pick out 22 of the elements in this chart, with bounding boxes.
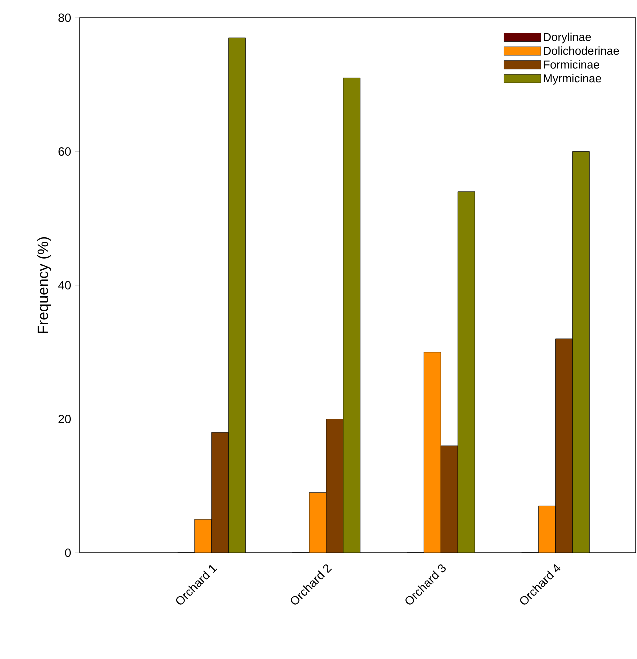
- bar: [440, 446, 458, 553]
- legend-label: Myrmicinae: [544, 74, 602, 85]
- bar: [326, 419, 344, 553]
- bar: [458, 192, 476, 553]
- legend-label: Dolichoderinae: [544, 46, 620, 56]
- legend-label: Formicinae: [544, 60, 600, 69]
- bar: [309, 492, 327, 553]
- bar: [343, 78, 361, 553]
- y-axis-title: Frequency (%): [37, 237, 52, 334]
- bar: [556, 338, 573, 553]
- y-tick-label: 80: [58, 14, 72, 22]
- bar: [194, 519, 212, 553]
- bar: [572, 152, 590, 553]
- bar: [424, 352, 442, 553]
- y-tick-label: 40: [58, 281, 72, 290]
- bar: [212, 432, 230, 553]
- y-tick-label: 20: [58, 415, 72, 424]
- bar: [538, 506, 556, 553]
- legend-label: Dorylinae: [544, 32, 592, 44]
- y-tick-label: 60: [58, 148, 72, 156]
- y-tick-label: 0: [65, 548, 72, 558]
- bar: [228, 38, 246, 553]
